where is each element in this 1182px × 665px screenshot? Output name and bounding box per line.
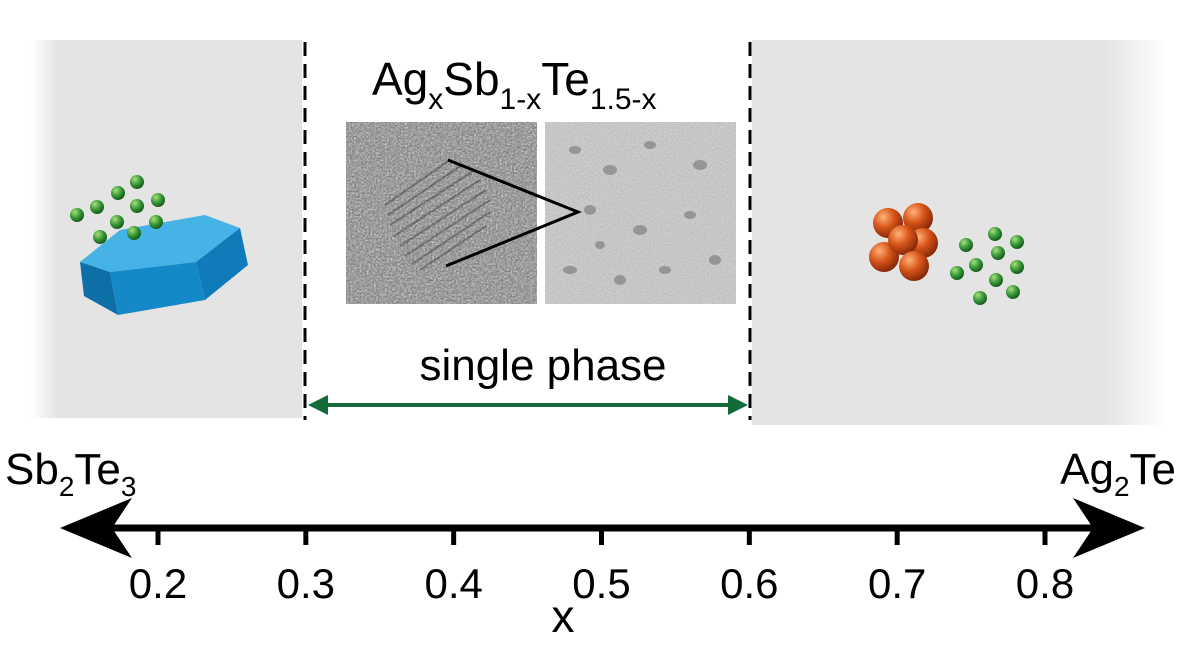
sb2te3-label: Sb2Te3: [5, 445, 136, 502]
tem-image-left: [346, 122, 537, 304]
x-axis-arrowhead-right: [1073, 498, 1145, 558]
tem-image-right: [545, 122, 736, 304]
x-axis-tick-label: 0.2: [129, 560, 187, 607]
green-spheres-right: [950, 227, 1024, 305]
formula-title: AgxSb1-xTe1.5-x: [372, 53, 657, 116]
x-axis-tick-label: 0.8: [1016, 560, 1074, 607]
x-axis-label: x: [552, 590, 575, 642]
x-axis-tick-label: 0.6: [720, 560, 778, 607]
zoom-indicator-lines: [445, 158, 582, 268]
single-phase-label: single phase: [419, 341, 666, 390]
ag2te-illustration: [869, 203, 1024, 305]
green-spheres-left: [70, 175, 165, 244]
x-axis-arrowhead-left: [60, 498, 132, 558]
x-axis: 0.2 0.3 0.4 0.5 0.6 0.7 0.8 x: [60, 498, 1145, 642]
x-axis-tick-label: 0.3: [277, 560, 335, 607]
sb2te3-illustration: [70, 175, 248, 315]
x-axis-tick-label: 0.4: [424, 560, 482, 607]
ag2te-label: Ag2Te: [1060, 445, 1176, 502]
x-axis-tick-label: 0.5: [572, 560, 630, 607]
region-right-bg: [752, 40, 1167, 425]
orange-sphere-cluster: [869, 203, 938, 281]
tem-micrographs: [346, 122, 736, 304]
x-axis-tick-label: 0.7: [868, 560, 926, 607]
